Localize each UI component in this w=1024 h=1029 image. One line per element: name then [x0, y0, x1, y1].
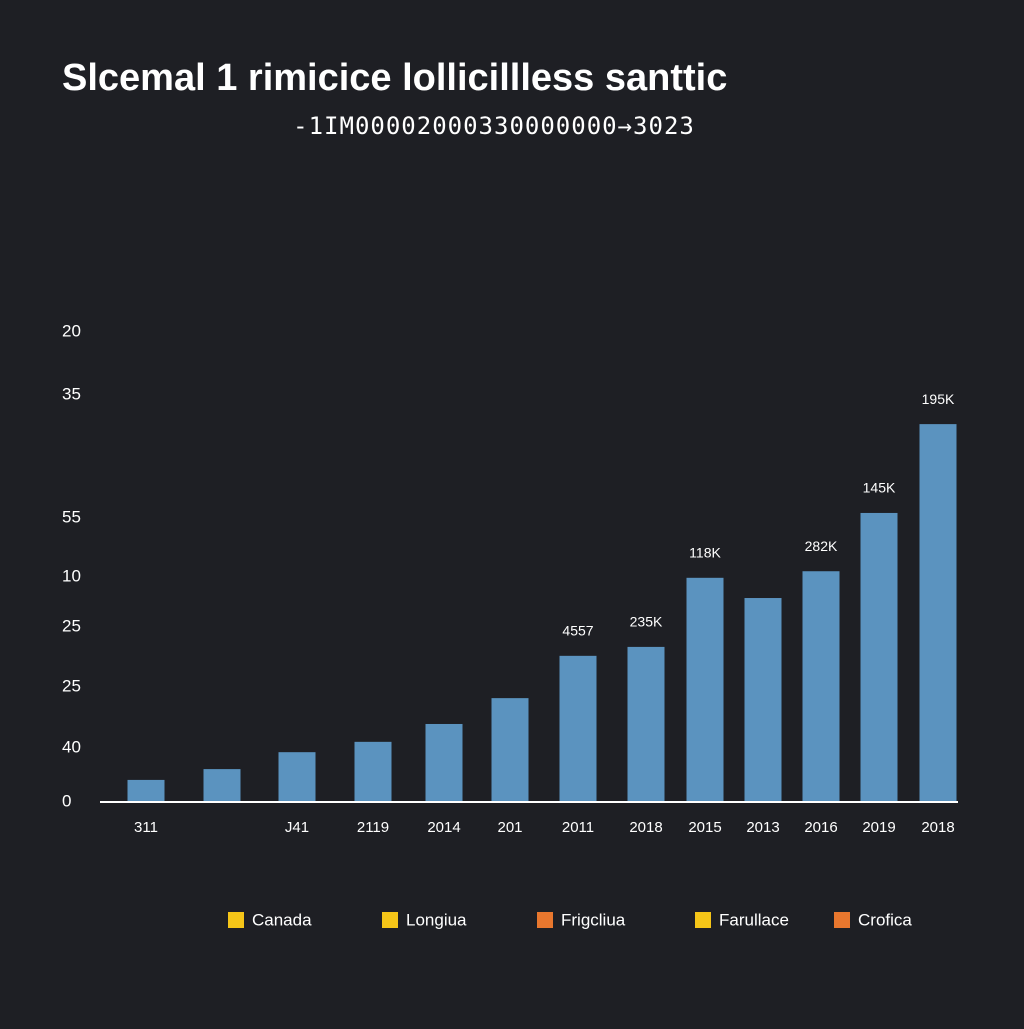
bar [919, 424, 957, 802]
legend-swatch [695, 912, 711, 928]
x-tick-label: 2013 [746, 819, 779, 836]
x-tick-label: 2018 [629, 819, 662, 836]
bar [744, 598, 782, 802]
bar-annotation: 195K [922, 391, 955, 407]
y-tick-label: 25 [62, 676, 81, 695]
bar [559, 655, 597, 802]
bar [425, 723, 463, 802]
y-tick-label: 10 [62, 566, 81, 585]
x-tick-label: 311 [134, 819, 158, 836]
legend-label: Crofica [858, 910, 912, 929]
x-tick-label: 2018 [921, 819, 954, 836]
bar [203, 769, 241, 802]
bar-annotation: 118K [689, 545, 721, 561]
legend-swatch [537, 912, 553, 928]
bar [627, 646, 665, 802]
y-tick-label: 35 [62, 384, 81, 403]
chart-title: Slcemal 1 rimicice lollicillless santtic [62, 57, 727, 99]
bar-annotation: 235K [630, 614, 663, 630]
x-tick-label: 2015 [688, 819, 721, 836]
x-tick-label: 2014 [427, 819, 460, 836]
legend-swatch [228, 912, 244, 928]
y-tick-label: 0 [62, 791, 71, 810]
bar [491, 698, 529, 802]
x-tick-label: 2019 [862, 819, 895, 836]
y-tick-label: 40 [62, 737, 81, 756]
x-tick-label: 2119 [357, 819, 389, 836]
y-tick-label: 25 [62, 617, 81, 636]
legend-label: Longiua [406, 910, 467, 929]
bar-annotation: 282K [805, 538, 838, 554]
x-tick-label: J41 [285, 819, 309, 836]
x-tick-label: 201 [497, 819, 522, 836]
legend-label: Farullace [719, 910, 789, 929]
y-tick-label: 20 [62, 321, 81, 340]
x-tick-label: 2011 [562, 819, 594, 836]
x-tick-label: 2016 [804, 819, 837, 836]
y-tick-label: 55 [62, 508, 81, 527]
bar [127, 779, 165, 802]
chart-subtitle: -1IM00002000330000000→3023 [293, 112, 695, 140]
bar-annotation: 4557 [562, 623, 593, 639]
bar [802, 571, 840, 802]
bar [354, 741, 392, 802]
legend-label: Frigcliua [561, 910, 626, 929]
legend-swatch [834, 912, 850, 928]
bar [860, 512, 898, 802]
legend-label: Canada [252, 910, 312, 929]
bar [686, 577, 724, 802]
legend-swatch [382, 912, 398, 928]
bar [278, 752, 316, 802]
bar-annotation: 145K [863, 480, 896, 496]
